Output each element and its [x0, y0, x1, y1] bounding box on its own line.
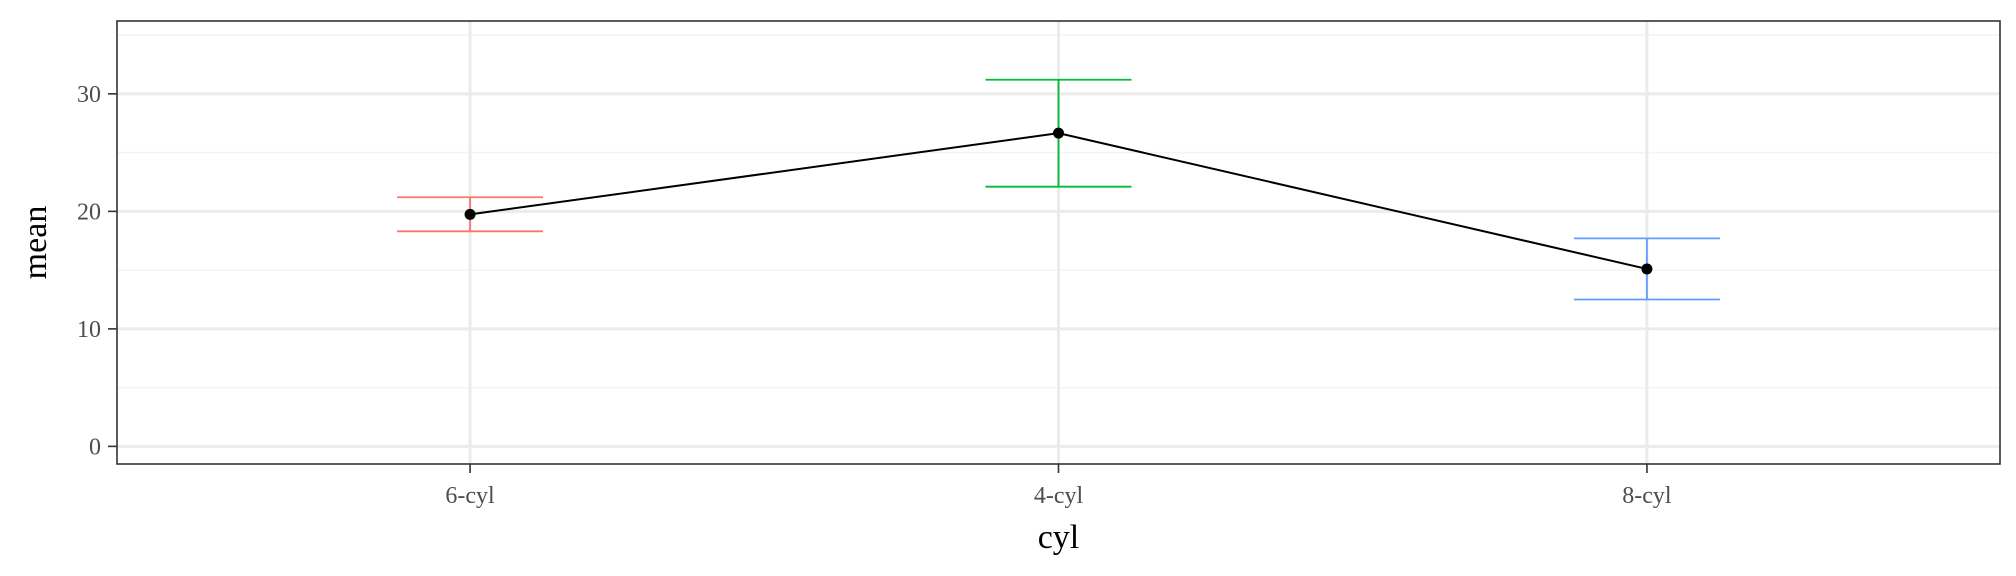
data-point: [1641, 263, 1653, 275]
x-tick-label: 6-cyl: [445, 483, 495, 509]
x-tick-label: 8-cyl: [1622, 483, 1672, 509]
y-tick-label: 30: [77, 82, 101, 108]
major-gridlines: [117, 21, 2000, 464]
y-tick-label: 20: [77, 199, 101, 225]
y-axis-ticks: 0 10 20 30: [77, 82, 117, 460]
y-tick-label: 0: [89, 434, 101, 460]
data-points: [464, 127, 1653, 275]
x-axis-ticks: 6-cyl 4-cyl 8-cyl: [445, 464, 1672, 509]
x-tick-label: 4-cyl: [1034, 483, 1084, 509]
x-axis-title: cyl: [1038, 519, 1080, 556]
data-point: [464, 208, 476, 220]
y-tick-label: 10: [77, 317, 101, 343]
data-point: [1053, 127, 1064, 139]
y-axis-title: mean: [17, 206, 54, 280]
